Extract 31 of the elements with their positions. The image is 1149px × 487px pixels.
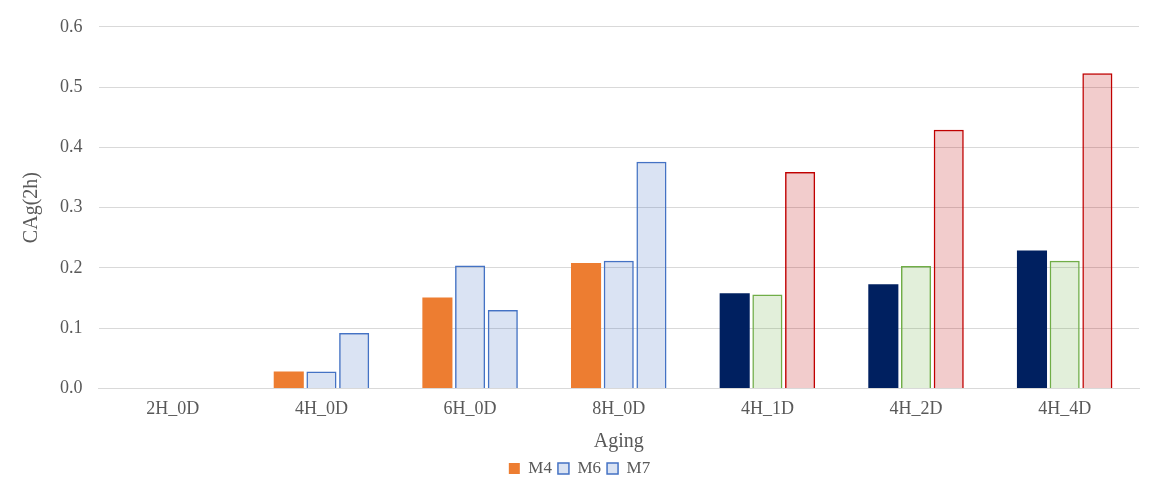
bar xyxy=(1016,250,1048,388)
y-tick-label: 0.6 xyxy=(60,15,83,36)
y-tick-label: 0.2 xyxy=(60,256,83,277)
legend-label: M7 xyxy=(626,457,651,477)
bar xyxy=(422,297,453,388)
legend-label: M4 xyxy=(528,457,553,477)
bar xyxy=(1049,260,1080,388)
bar xyxy=(785,172,816,388)
x-tick-label: 4H_0D xyxy=(294,397,348,418)
bar xyxy=(900,266,932,388)
x-tick-label: 4H_2D xyxy=(889,397,943,418)
y-tick-label: 0.4 xyxy=(60,136,83,157)
x-tick-label: 8H_0D xyxy=(592,397,646,418)
bar xyxy=(933,129,964,388)
x-tick-label: 6H_0D xyxy=(443,397,497,418)
text: 0.0 xyxy=(60,377,83,398)
bar xyxy=(719,293,750,388)
bar xyxy=(1082,73,1113,388)
y-tick-label: 0.3 xyxy=(60,196,83,217)
y-tick-label: 0.5 xyxy=(60,75,83,96)
bar xyxy=(868,284,899,388)
bar xyxy=(752,294,783,388)
x-tick-label: 2H_0D xyxy=(146,397,200,418)
x-axis-title: Aging xyxy=(593,429,644,453)
y-tick-label: 0.1 xyxy=(60,316,83,337)
legend-label: M6 xyxy=(577,457,602,477)
x-tick-label: 4H_4D xyxy=(1038,397,1092,418)
bar xyxy=(273,371,304,388)
bar xyxy=(571,263,602,388)
y-axis-title: CAg(2h) xyxy=(19,172,43,244)
x-tick-label: 4H_1D xyxy=(740,397,794,418)
